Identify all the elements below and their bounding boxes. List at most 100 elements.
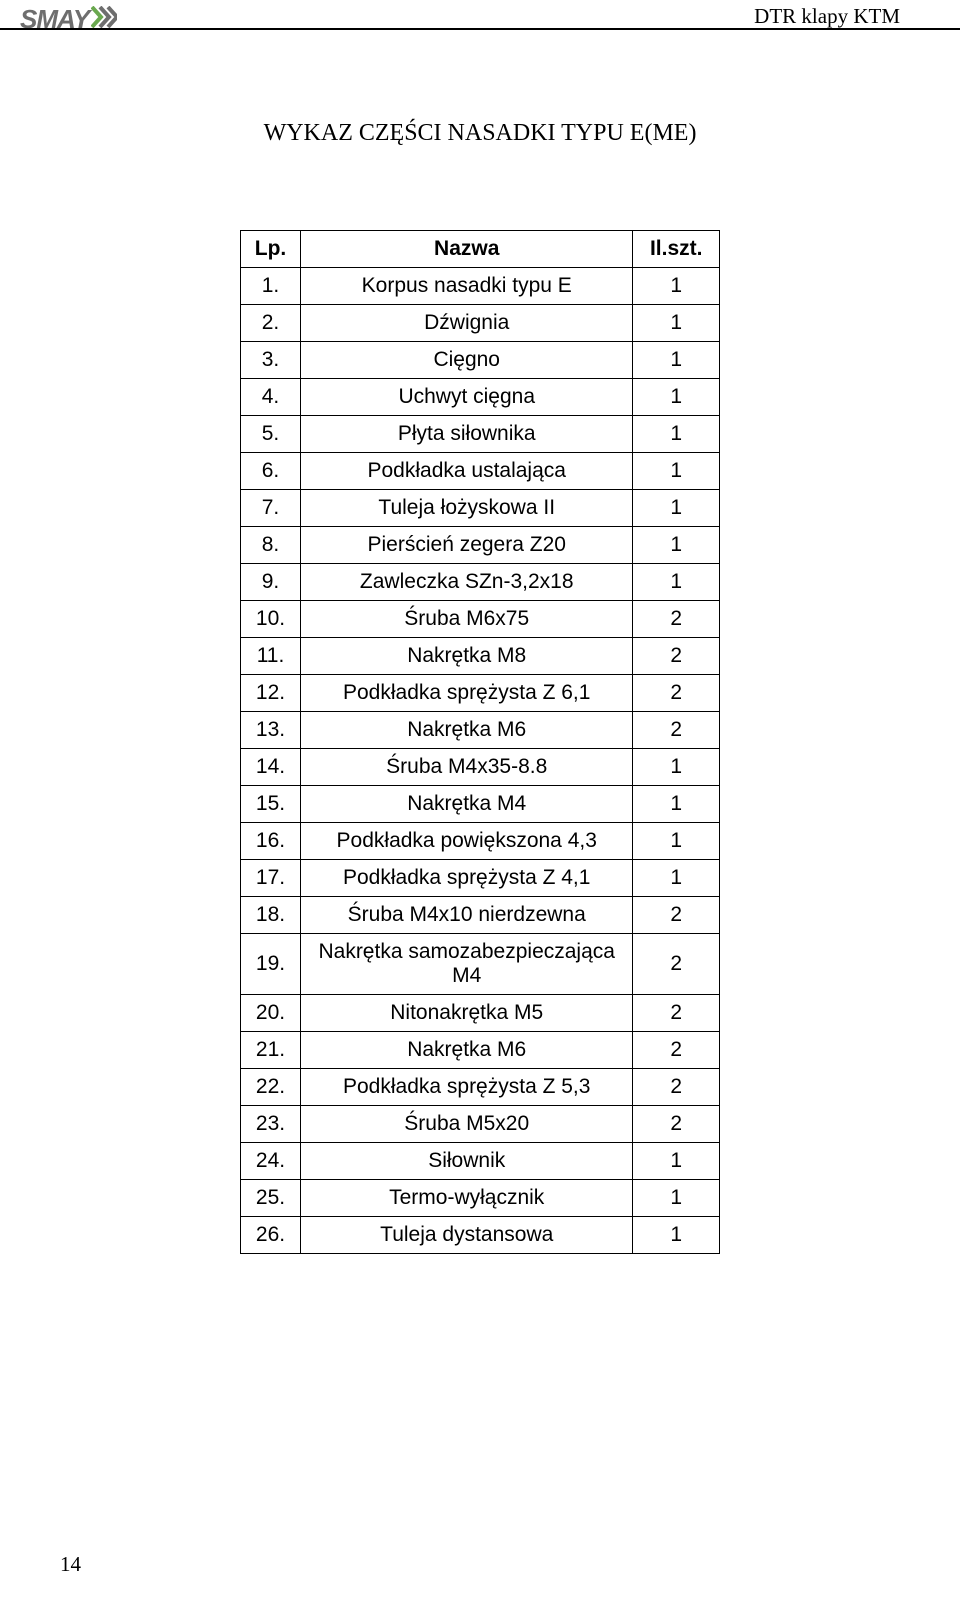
cell-name: Podkładka sprężysta Z 4,1 [301,860,633,897]
cell-name: Tuleja łożyskowa II [301,490,633,527]
cell-name: Nitonakrętka M5 [301,995,633,1032]
cell-name: Podkładka ustalająca [301,453,633,490]
table-row: 16.Podkładka powiększona 4,31 [241,823,720,860]
cell-lp: 24. [241,1143,301,1180]
cell-name: Podkładka sprężysta Z 6,1 [301,675,633,712]
cell-name: Nakrętka M6 [301,712,633,749]
cell-qty: 2 [633,1069,720,1106]
cell-lp: 18. [241,897,301,934]
table-row: 9.Zawleczka SZn-3,2x181 [241,564,720,601]
table-row: 14.Śruba M4x35-8.81 [241,749,720,786]
table-header-row: Lp. Nazwa Il.szt. [241,231,720,268]
cell-name: Śruba M5x20 [301,1106,633,1143]
cell-name: Korpus nasadki typu E [301,268,633,305]
cell-qty: 2 [633,1106,720,1143]
cell-qty: 1 [633,527,720,564]
table-row: 8.Pierścień zegera Z201 [241,527,720,564]
cell-lp: 22. [241,1069,301,1106]
cell-qty: 1 [633,490,720,527]
cell-qty: 1 [633,379,720,416]
cell-qty: 1 [633,860,720,897]
cell-lp: 15. [241,786,301,823]
table-row: 26.Tuleja dystansowa1 [241,1217,720,1254]
cell-name: Dźwignia [301,305,633,342]
table-row: 11.Nakrętka M82 [241,638,720,675]
cell-qty: 2 [633,897,720,934]
cell-lp: 25. [241,1180,301,1217]
section-title: WYKAZ CZĘŚCI NASADKI TYPU E(ME) [0,120,960,147]
table-row: 6.Podkładka ustalająca1 [241,453,720,490]
cell-lp: 11. [241,638,301,675]
cell-lp: 20. [241,995,301,1032]
col-header-qty: Il.szt. [633,231,720,268]
cell-qty: 2 [633,638,720,675]
cell-name: Tuleja dystansowa [301,1217,633,1254]
cell-name: Podkładka sprężysta Z 5,3 [301,1069,633,1106]
table-row: 13.Nakrętka M62 [241,712,720,749]
cell-lp: 4. [241,379,301,416]
table-row: 12.Podkładka sprężysta Z 6,12 [241,675,720,712]
cell-lp: 6. [241,453,301,490]
cell-qty: 1 [633,1143,720,1180]
cell-lp: 23. [241,1106,301,1143]
col-header-name: Nazwa [301,231,633,268]
cell-lp: 19. [241,934,301,995]
page-number: 14 [60,1552,81,1577]
table-row: 15.Nakrętka M41 [241,786,720,823]
table-row: 22.Podkładka sprężysta Z 5,32 [241,1069,720,1106]
table-body: 1.Korpus nasadki typu E12.Dźwignia13.Cię… [241,268,720,1254]
cell-qty: 1 [633,416,720,453]
cell-qty: 1 [633,342,720,379]
parts-table-container: Lp. Nazwa Il.szt. 1.Korpus nasadki typu … [240,230,720,1254]
logo: SMAY [20,4,117,35]
cell-lp: 3. [241,342,301,379]
cell-name: Nakrętka M4 [301,786,633,823]
cell-lp: 10. [241,601,301,638]
table-row: 3.Cięgno1 [241,342,720,379]
cell-qty: 1 [633,564,720,601]
table-row: 5.Płyta siłownika1 [241,416,720,453]
cell-lp: 1. [241,268,301,305]
cell-name: Śruba M6x75 [301,601,633,638]
header-divider [0,28,960,30]
cell-qty: 2 [633,712,720,749]
cell-name: Cięgno [301,342,633,379]
logo-text: SMAY [20,4,89,35]
table-row: 19.Nakrętka samozabezpieczająca M42 [241,934,720,995]
table-row: 10.Śruba M6x752 [241,601,720,638]
cell-qty: 2 [633,1032,720,1069]
table-row: 23.Śruba M5x202 [241,1106,720,1143]
cell-name: Śruba M4x10 nierdzewna [301,897,633,934]
cell-qty: 1 [633,1217,720,1254]
cell-lp: 17. [241,860,301,897]
table-row: 7.Tuleja łożyskowa II1 [241,490,720,527]
table-row: 20.Nitonakrętka M52 [241,995,720,1032]
cell-lp: 16. [241,823,301,860]
parts-table: Lp. Nazwa Il.szt. 1.Korpus nasadki typu … [240,230,720,1254]
cell-name: Pierścień zegera Z20 [301,527,633,564]
cell-lp: 9. [241,564,301,601]
document-title: DTR klapy KTM [754,4,900,29]
cell-lp: 5. [241,416,301,453]
cell-name: Siłownik [301,1143,633,1180]
cell-qty: 1 [633,305,720,342]
page: SMAY DTR klapy KTM WYKAZ CZĘŚCI NASADKI … [0,0,960,1617]
cell-lp: 13. [241,712,301,749]
cell-qty: 1 [633,786,720,823]
cell-name: Zawleczka SZn-3,2x18 [301,564,633,601]
cell-qty: 1 [633,1180,720,1217]
cell-lp: 8. [241,527,301,564]
cell-name: Uchwyt cięgna [301,379,633,416]
cell-name: Termo-wyłącznik [301,1180,633,1217]
cell-name: Płyta siłownika [301,416,633,453]
cell-qty: 1 [633,823,720,860]
table-row: 24.Siłownik1 [241,1143,720,1180]
cell-lp: 26. [241,1217,301,1254]
cell-lp: 12. [241,675,301,712]
cell-name: Nakrętka M8 [301,638,633,675]
table-row: 1.Korpus nasadki typu E1 [241,268,720,305]
cell-lp: 2. [241,305,301,342]
table-row: 17.Podkładka sprężysta Z 4,11 [241,860,720,897]
table-row: 18.Śruba M4x10 nierdzewna2 [241,897,720,934]
cell-name: Nakrętka samozabezpieczająca M4 [301,934,633,995]
